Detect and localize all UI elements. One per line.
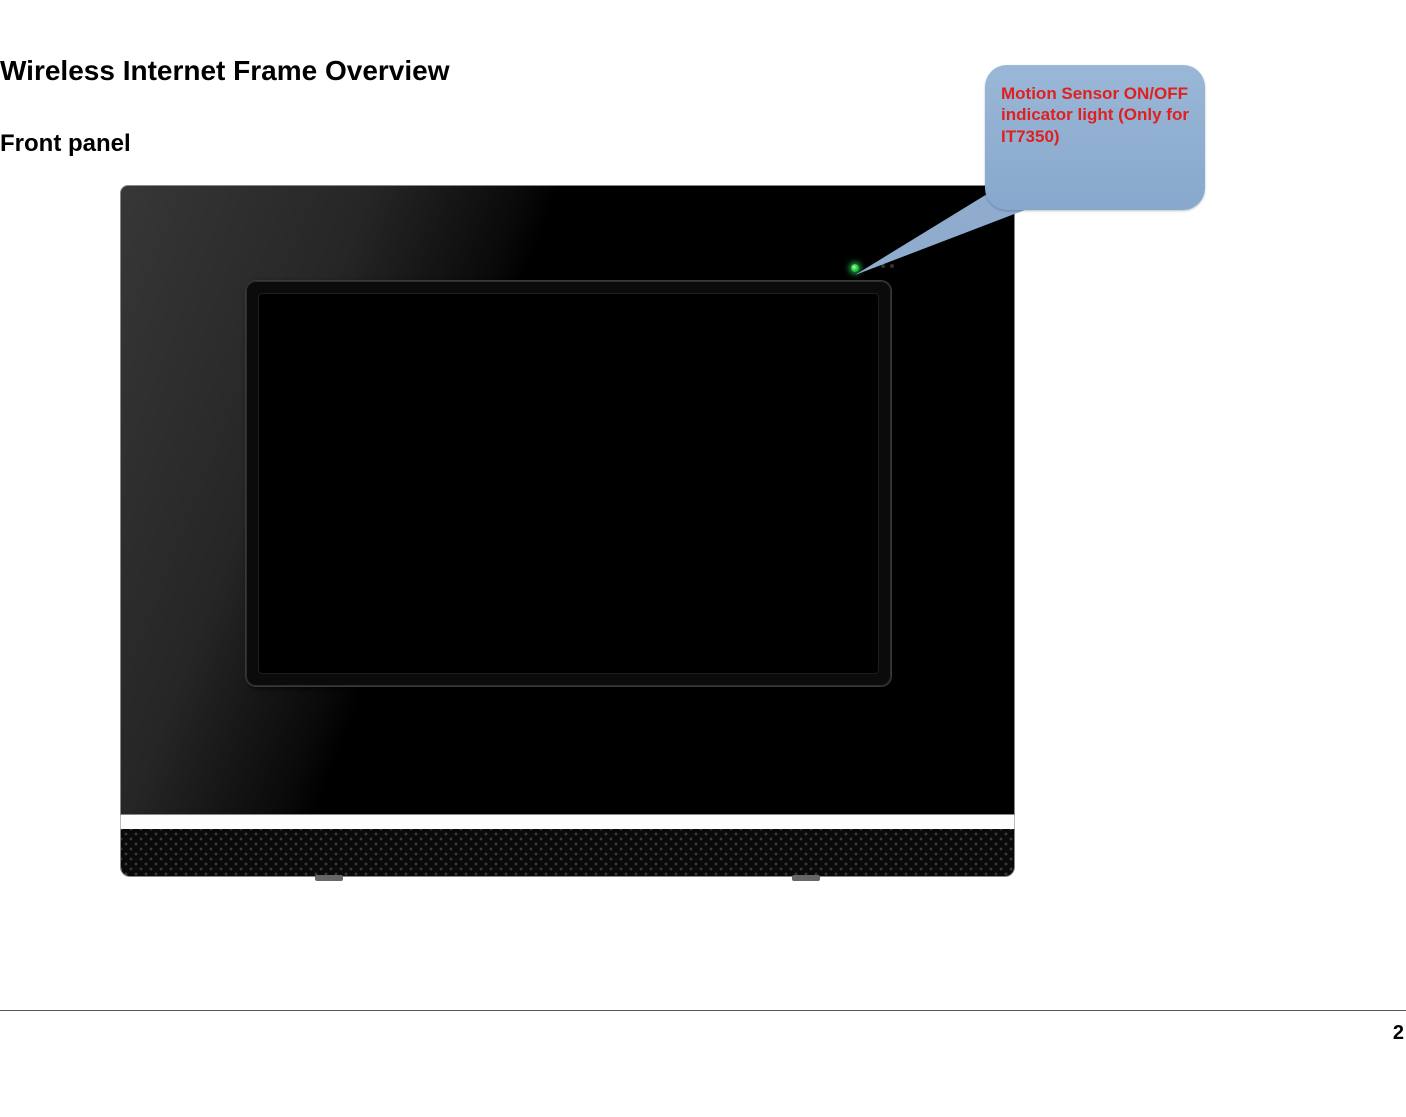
page-title: Wireless Internet Frame Overview bbox=[0, 55, 450, 87]
dot-icon bbox=[872, 264, 876, 268]
foot-right bbox=[792, 875, 820, 881]
screen-bezel bbox=[246, 281, 891, 686]
screen-inner bbox=[258, 293, 879, 674]
dot-icon bbox=[890, 264, 894, 268]
divider-strip bbox=[120, 815, 1015, 829]
dot-icon bbox=[881, 264, 885, 268]
motion-sensor-led-icon bbox=[851, 264, 859, 272]
foot-left bbox=[315, 875, 343, 881]
sensor-dots bbox=[872, 264, 894, 268]
footer-divider bbox=[0, 1010, 1406, 1011]
device-body bbox=[120, 185, 1015, 815]
callout-text: Motion Sensor ON/OFF indicator light (On… bbox=[1001, 83, 1189, 147]
page-number: 2 bbox=[1393, 1022, 1404, 1045]
speaker-grille bbox=[120, 829, 1015, 877]
section-title: Front panel bbox=[0, 130, 131, 158]
device-front-panel bbox=[120, 185, 1015, 885]
callout-bubble: Motion Sensor ON/OFF indicator light (On… bbox=[985, 65, 1205, 210]
